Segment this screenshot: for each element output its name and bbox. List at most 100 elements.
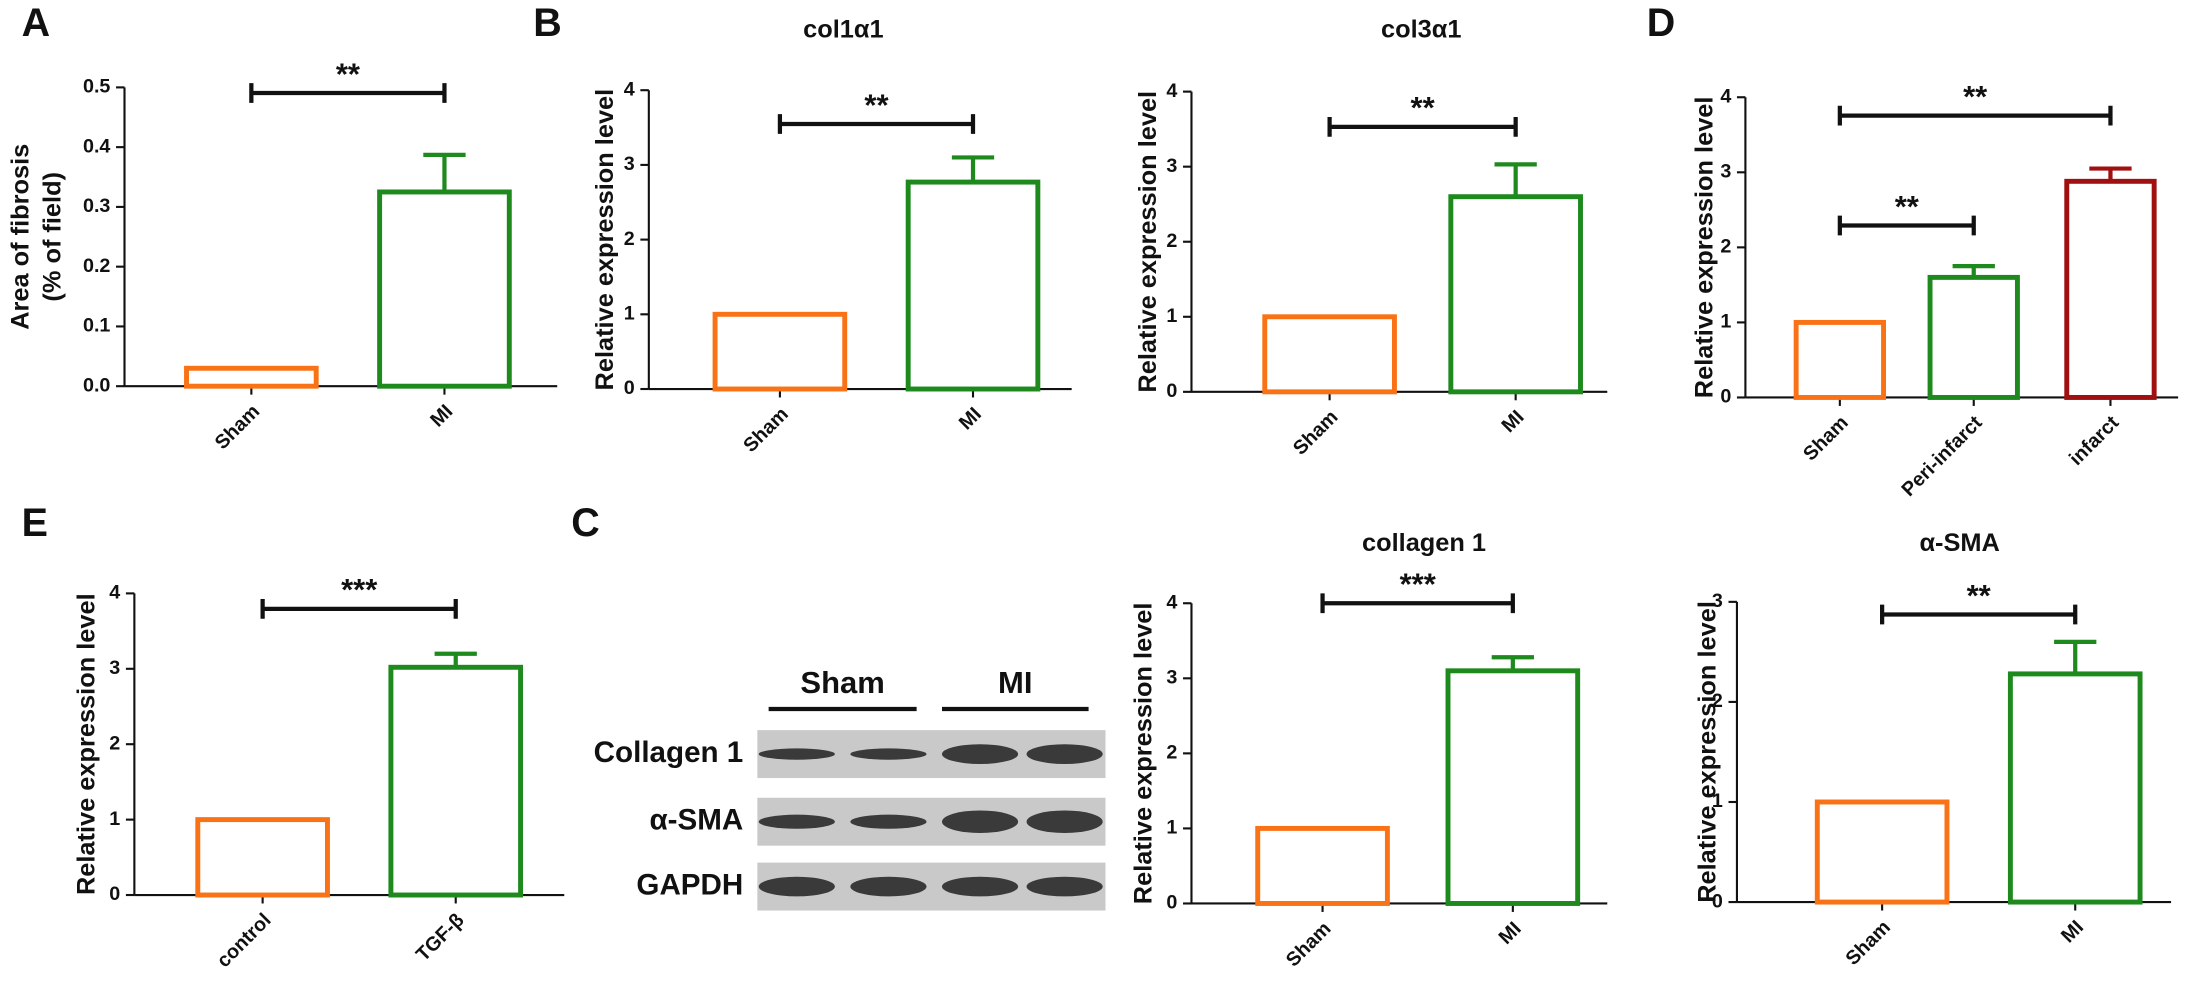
y-tick-label: 3 xyxy=(1720,161,1731,183)
bar xyxy=(195,817,330,898)
panel-label: E xyxy=(22,501,48,545)
blot-band xyxy=(758,748,835,760)
y-tick-label: 1 xyxy=(624,303,635,325)
significance-bracket xyxy=(260,599,458,619)
group-label: MI xyxy=(998,665,1032,700)
significance-bracket xyxy=(1837,215,1976,236)
y-axis-label: Relative expression level xyxy=(591,89,619,391)
x-tick-label: Sham xyxy=(1841,916,1895,970)
significance-label: *** xyxy=(1400,567,1437,602)
y-tick-label: 2 xyxy=(1720,236,1731,258)
y-tick-label: 2 xyxy=(1166,742,1177,764)
significance-label: ** xyxy=(1411,90,1436,125)
significance-label: ** xyxy=(1895,189,1920,224)
chart-title: col1α1 xyxy=(803,16,883,44)
bar xyxy=(388,664,524,898)
blot-band xyxy=(942,744,1019,764)
blot-band xyxy=(850,876,927,897)
row-label: α-SMA xyxy=(649,804,743,837)
row-label: GAPDH xyxy=(636,868,743,901)
y-tick-label: 4 xyxy=(1720,85,1731,107)
y-tick-label: 3 xyxy=(1166,667,1177,689)
significance-label: ** xyxy=(1963,79,1988,114)
y-tick-label: 3 xyxy=(1712,590,1723,612)
bar xyxy=(1927,274,2020,400)
bar xyxy=(1445,668,1581,906)
x-tick-label: TGF-β xyxy=(412,909,469,966)
y-tick-label: 4 xyxy=(109,582,120,604)
y-tick-label: 0.1 xyxy=(83,315,110,337)
x-tick-label: Sham xyxy=(1282,918,1336,972)
y-axis-label: (% of field) xyxy=(39,172,67,302)
x-tick-label: Sham xyxy=(211,400,265,454)
x-tick-label: MI xyxy=(2057,916,2088,947)
blot-band xyxy=(1026,810,1103,834)
significance-bracket xyxy=(777,114,976,134)
y-tick-label: 3 xyxy=(624,153,635,175)
y-tick-label: 0 xyxy=(1166,380,1177,402)
y-tick-label: 0 xyxy=(624,377,635,399)
bar xyxy=(184,365,319,389)
y-tick-label: 0 xyxy=(1166,892,1177,914)
bar xyxy=(1262,314,1397,395)
significance-bracket xyxy=(1880,604,2078,625)
blot-band xyxy=(1026,744,1103,764)
blot-band xyxy=(850,748,927,760)
bar xyxy=(1793,319,1887,400)
significance-bracket xyxy=(249,83,447,103)
significance-label: ** xyxy=(864,87,889,122)
blot-band xyxy=(758,876,835,897)
y-tick-label: 2 xyxy=(1712,690,1723,712)
bar xyxy=(1814,799,1950,905)
significance-label: ** xyxy=(336,56,361,91)
chart-title: α-SMA xyxy=(1919,529,1999,557)
y-tick-label: 3 xyxy=(1166,155,1177,177)
y-tick-label: 0.3 xyxy=(83,195,110,217)
panel-label: B xyxy=(533,1,562,45)
panel-label: D xyxy=(1647,1,1676,45)
y-tick-label: 2 xyxy=(1166,230,1177,252)
y-axis-label: Relative expression level xyxy=(1691,97,1719,399)
y-tick-label: 0.5 xyxy=(83,76,110,98)
y-tick-label: 0 xyxy=(1712,890,1723,912)
y-tick-label: 1 xyxy=(1712,790,1723,812)
y-tick-label: 1 xyxy=(1166,817,1177,839)
y-tick-label: 2 xyxy=(624,228,635,250)
chart-title: collagen 1 xyxy=(1362,529,1486,557)
y-tick-label: 1 xyxy=(1720,311,1731,333)
blot-band xyxy=(758,814,835,829)
y-axis-label: Relative expression level xyxy=(1693,601,1721,903)
chart-title: col3α1 xyxy=(1381,16,1461,44)
significance-bracket xyxy=(1837,105,2113,126)
bar xyxy=(905,179,1041,392)
x-tick-label: Sham xyxy=(739,403,793,457)
y-tick-label: 2 xyxy=(109,732,120,754)
x-tick-label: MI xyxy=(1497,406,1528,437)
y-axis-label: Relative expression level xyxy=(1134,91,1162,393)
y-tick-label: 0.0 xyxy=(83,374,110,396)
x-tick-label: MI xyxy=(1495,918,1526,949)
significance-bracket xyxy=(1320,593,1515,614)
panel-label: C xyxy=(571,501,600,545)
y-tick-label: 4 xyxy=(1166,591,1177,613)
y-tick-label: 4 xyxy=(1166,80,1177,102)
bar xyxy=(1448,194,1583,395)
bar xyxy=(377,189,512,389)
blot-band xyxy=(850,814,927,829)
y-tick-label: 0 xyxy=(1720,386,1731,408)
blot-band xyxy=(942,876,1019,897)
y-tick-label: 0.4 xyxy=(83,135,110,157)
x-tick-label: Sham xyxy=(1799,412,1853,466)
bar xyxy=(2064,178,2157,400)
y-axis-label: Relative expression level xyxy=(73,593,101,895)
x-tick-label: Peri-infarct xyxy=(1897,411,1986,500)
significance-label: *** xyxy=(341,572,378,607)
x-tick-label: MI xyxy=(955,403,986,434)
bar xyxy=(712,311,848,392)
y-axis-label: Area of fibrosis xyxy=(6,144,34,330)
row-label: Collagen 1 xyxy=(594,736,744,769)
x-tick-label: control xyxy=(213,909,276,972)
y-tick-label: 4 xyxy=(624,78,635,100)
